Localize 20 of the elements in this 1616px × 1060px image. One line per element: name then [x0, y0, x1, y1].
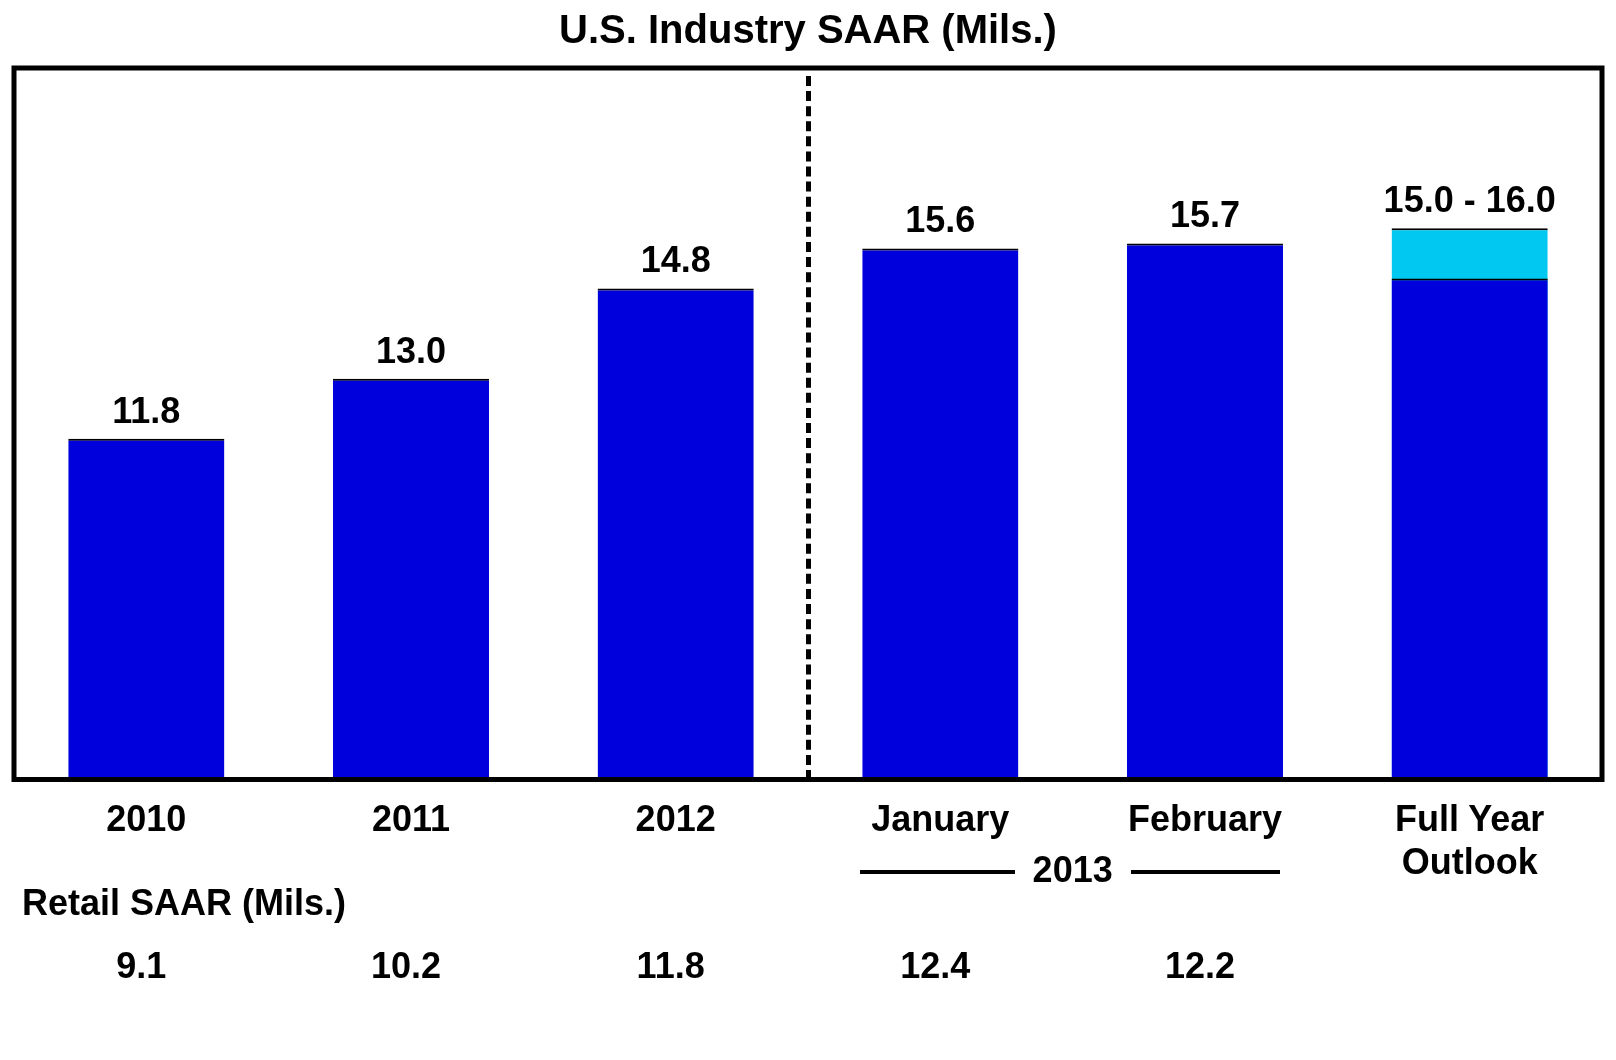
text: 12.2 — [1164, 944, 1236, 986]
chart-title: U.S. Industry SAAR (Mils.) — [559, 7, 1057, 52]
text: 11.8 — [636, 944, 705, 986]
x-tick-label: 2011 — [371, 798, 451, 840]
text: 10.2 — [370, 944, 442, 986]
x-tick-label: Full Year Outlook — [1394, 798, 1545, 883]
data-label: 14.8 — [640, 239, 711, 281]
data-label: 15.6 — [905, 199, 976, 241]
text: Retail SAAR (Mils.) — [22, 881, 347, 923]
text: 12.4 — [900, 944, 971, 986]
data-label: 11.8 — [112, 389, 181, 431]
data-label: 15.7 — [1169, 194, 1241, 236]
data-label: 13.0 — [375, 329, 447, 371]
x-tick-label: 2010 — [106, 798, 187, 840]
text: 2013 — [1032, 848, 1113, 890]
x-tick-label: 2012 — [635, 798, 716, 840]
x-tick-label: January — [871, 798, 1010, 840]
text: 9.1 — [116, 944, 167, 986]
annotation: 15.0 - 16.0 — [1383, 179, 1556, 221]
x-tick-label: February — [1127, 798, 1283, 840]
